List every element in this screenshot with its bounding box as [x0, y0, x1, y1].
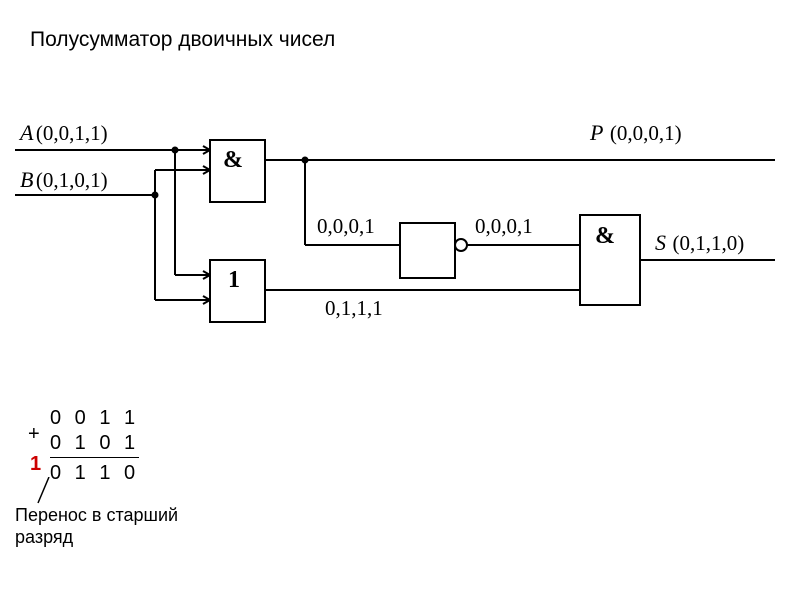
logic-diagram: A (0,0,1,1) B (0,1,0,1) & 1 — [15, 115, 775, 365]
carry-digit: 1 — [30, 453, 41, 476]
gate-and2-symbol: & — [595, 223, 615, 249]
label-after-not1: 0,0,0,1 — [475, 214, 533, 238]
carry-label: Перенос в старший разряд — [15, 505, 195, 548]
gate-not1 — [400, 223, 455, 278]
calc-divider — [50, 457, 139, 458]
input-b-label: B (0,1,0,1) — [20, 167, 108, 192]
label-after-and1: 0,0,0,1 — [317, 214, 375, 238]
plus-sign: + — [28, 423, 40, 446]
circuit-svg: A (0,0,1,1) B (0,1,0,1) & 1 — [15, 115, 775, 365]
input-a-label: A (0,0,1,1) — [18, 120, 108, 145]
gate-or1-symbol: 1 — [228, 267, 240, 293]
binary-addition: + 1 0 0 1 1 0 1 0 1 0 1 1 0 Перенос в ст… — [50, 405, 139, 487]
gate-and1-symbol: & — [223, 147, 243, 173]
output-s-label: S (0,1,1,0) — [655, 230, 744, 255]
operand-a: 0 0 1 1 — [50, 407, 139, 430]
output-p-label: P (0,0,0,1) — [589, 120, 682, 145]
result-row: 0 1 1 0 — [50, 462, 139, 485]
page-title: Полусумматор двоичных чисел — [30, 28, 335, 52]
gate-not1-bubble — [455, 239, 467, 251]
operand-b: 0 1 0 1 — [50, 432, 139, 455]
label-after-or1: 0,1,1,1 — [325, 296, 383, 320]
